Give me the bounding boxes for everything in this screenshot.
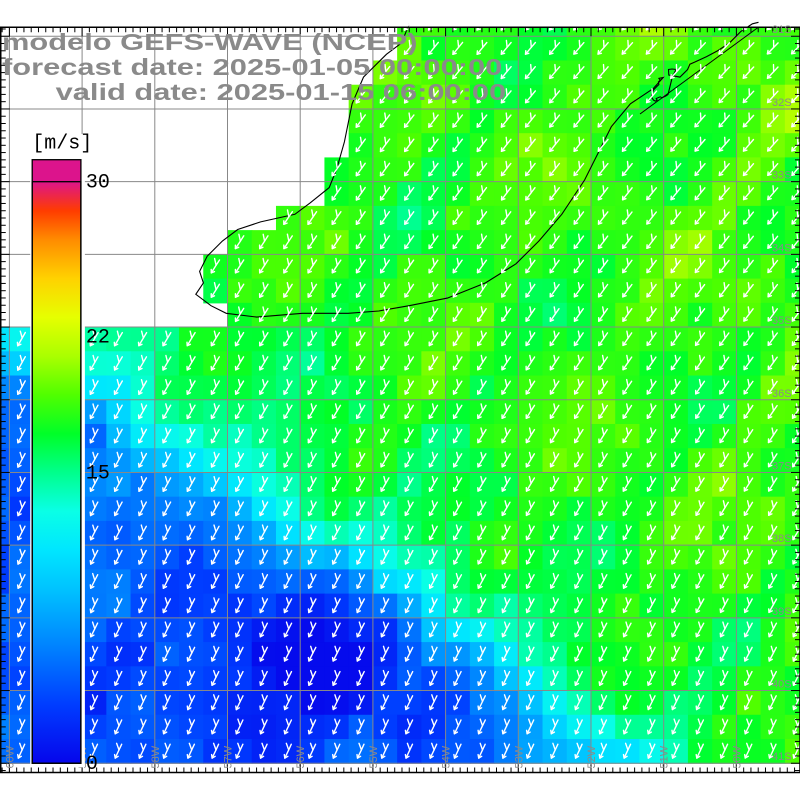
- svg-text:30: 30: [86, 172, 110, 195]
- svg-text:51W: 51W: [659, 745, 671, 768]
- svg-text:35S: 35S: [772, 315, 792, 327]
- svg-text:56W: 56W: [295, 745, 307, 768]
- svg-text:52W: 52W: [586, 745, 598, 768]
- svg-text:40S: 40S: [772, 679, 792, 691]
- svg-text:38S: 38S: [772, 533, 792, 545]
- svg-text:33S: 33S: [772, 170, 792, 182]
- svg-text:55W: 55W: [368, 745, 380, 768]
- svg-text:31S: 31S: [772, 24, 792, 36]
- svg-text:41S: 41S: [772, 751, 792, 763]
- svg-text:15: 15: [86, 462, 110, 485]
- svg-text:58W: 58W: [150, 745, 162, 768]
- svg-text:57W: 57W: [223, 745, 235, 768]
- svg-text:22: 22: [86, 327, 110, 350]
- svg-text:32S: 32S: [772, 97, 792, 109]
- svg-text:53W: 53W: [513, 745, 525, 768]
- svg-text:34S: 34S: [772, 242, 792, 254]
- svg-text:0: 0: [86, 753, 98, 776]
- svg-text:[m/s]: [m/s]: [32, 133, 92, 156]
- svg-text:36S: 36S: [772, 388, 792, 400]
- svg-text:54W: 54W: [441, 745, 453, 768]
- svg-text:60W: 60W: [4, 745, 16, 768]
- svg-text:37S: 37S: [772, 461, 792, 473]
- svg-text:39S: 39S: [772, 606, 792, 618]
- svg-text:50W: 50W: [731, 745, 743, 768]
